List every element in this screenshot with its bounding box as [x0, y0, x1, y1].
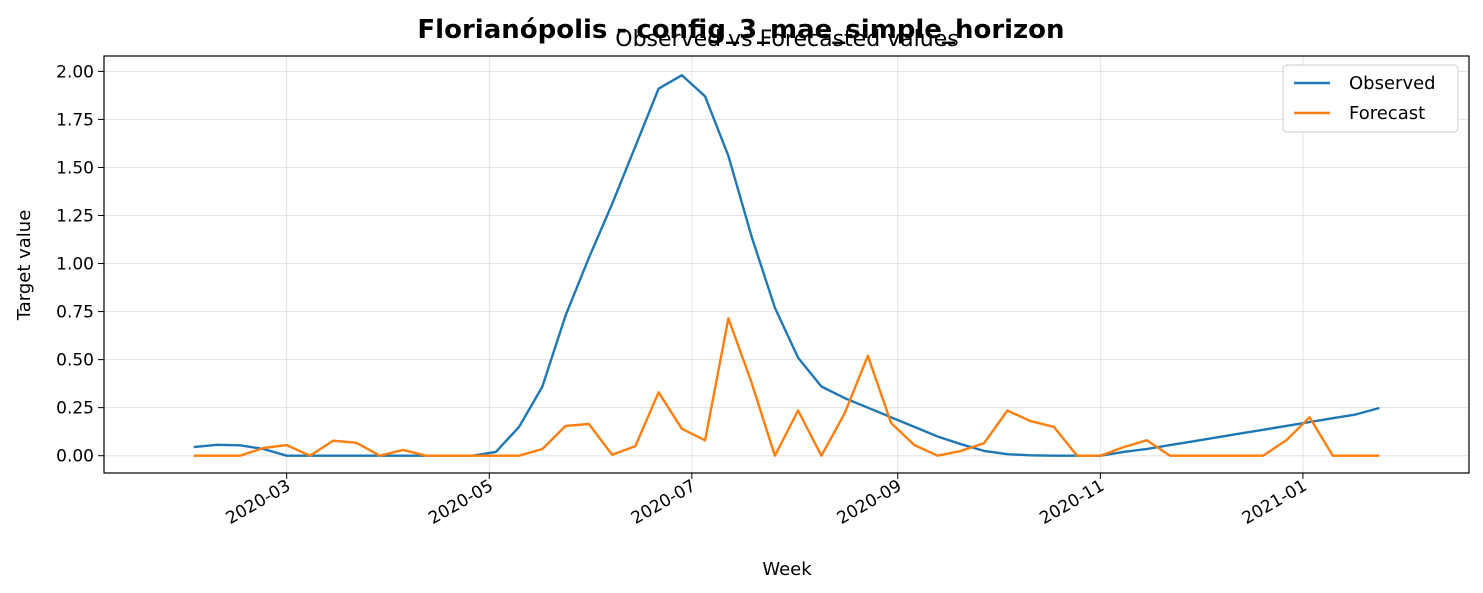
x-tick-label: 2020-09: [834, 476, 906, 529]
y-axis-ticks: 0.00 0.25 0.50 0.75 1.00 1.25 1.50 1.75 2.00: [56, 62, 104, 467]
chart-title: Observed vs Forecasted values: [615, 27, 958, 52]
y-tick-label: 1.00: [56, 255, 94, 275]
y-axis-label: Target value: [14, 210, 35, 322]
y-tick-label: 1.50: [56, 158, 94, 178]
y-tick-label: 1.75: [56, 110, 94, 130]
x-axis-ticks: 2020-03 2020-05 2020-07 2020-09 2020-11 2021-…: [223, 473, 1311, 529]
series-line-observed: [193, 73, 1380, 457]
y-tick-label: 0.25: [56, 399, 94, 419]
y-tick-label: 2.00: [56, 62, 94, 82]
plot-frame: [103, 55, 1470, 474]
legend-box: [1282, 64, 1459, 133]
x-tick-label: 2020-05: [425, 476, 497, 529]
legend-label-forecast: Forecast: [1349, 103, 1425, 124]
y-tick-label: 1.25: [56, 206, 94, 226]
legend: Observed Forecast: [1282, 64, 1459, 133]
y-tick-label: 0.75: [56, 303, 94, 323]
x-tick-label: 2020-07: [628, 476, 700, 529]
legend-label-observed: Observed: [1349, 73, 1436, 94]
chart-suptitle: Florianópolis - config_3_mae_simple_hori…: [417, 15, 1064, 45]
x-axis-label: Week: [762, 559, 812, 580]
grid-lines: [104, 56, 1469, 473]
y-tick-label: 0.50: [56, 351, 94, 371]
y-tick-label: 0.00: [56, 447, 94, 467]
x-tick-label: 2020-03: [223, 476, 295, 529]
x-tick-label: 2021-01: [1239, 476, 1311, 529]
series-line-forecast: [193, 317, 1380, 457]
x-tick-label: 2020-11: [1036, 476, 1108, 529]
series-lines: [193, 73, 1380, 457]
